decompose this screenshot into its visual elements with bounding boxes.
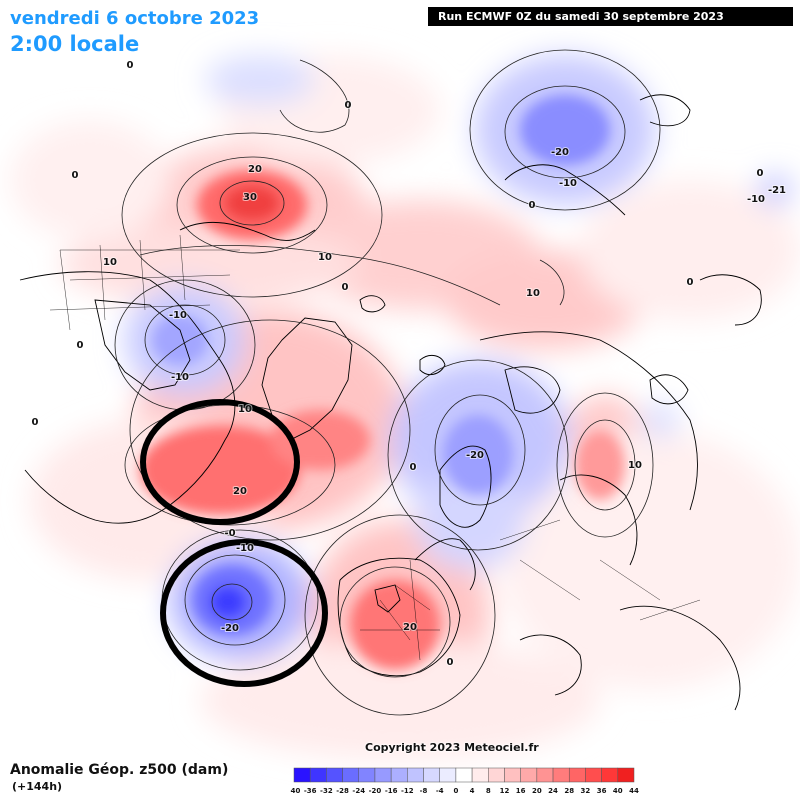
legend-tick: 16 [516,787,526,795]
legend-tick: 8 [486,787,491,795]
legend-swatch [390,767,408,783]
legend-tick: 4 [470,787,475,795]
contour-label: 20 [248,164,262,175]
contour-label: -20 [466,450,484,461]
contour-label: 10 [628,460,642,471]
legend-tick: -36 [304,787,317,795]
contour-label: 10 [238,404,252,415]
contour-label: 0 [72,170,79,181]
coastlines [19,94,762,711]
contour-label: 10 [318,252,332,263]
legend-swatch [536,767,554,783]
contour-label: 0 [345,100,352,111]
forecast-date: vendredi 6 octobre 2023 [10,8,260,29]
legend-swatch [585,767,602,783]
borders [49,234,701,661]
legend-tick: 12 [500,787,510,795]
contour-label: 0 [757,168,764,179]
legend-tick: 36 [597,787,607,795]
map-title: Anomalie Géop. z500 (dam) [10,762,229,778]
legend-tick: 32 [581,787,591,795]
legend-tick: 28 [564,787,574,795]
legend-swatch [423,767,440,783]
legend-tick: 0 [453,787,458,795]
legend-tick: -20 [369,787,382,795]
legend-swatch [407,767,424,783]
contour-label: -20 [221,623,239,634]
contour-label: 0 [32,417,39,428]
legend-tick: -12 [401,787,414,795]
contour-label: 20 [403,622,417,633]
contour-label: -21 [768,185,786,196]
legend-tick: 44 [629,787,639,795]
legend-tick: -4 [436,787,444,795]
contour-label: 0 [342,282,349,293]
highlight-circle-low [160,539,328,687]
legend-swatch [504,767,521,783]
contour-label: 0 [447,657,454,668]
legend-tick: -32 [320,787,333,795]
legend-swatch [617,767,635,783]
color-legend: -40-36-32-28-24-20-16-12-8-4048121620242… [290,767,639,795]
legend-swatch [520,767,538,783]
contour-label: -10 [747,194,765,205]
legend-swatch [374,767,392,783]
legend-tick: -16 [385,787,398,795]
legend-tick: 20 [532,787,542,795]
contour-label: 0 [529,200,536,211]
legend-swatch [358,767,376,783]
contour-label: -20 [551,147,569,158]
legend-swatch [455,767,473,783]
legend-swatch [552,767,570,783]
legend-tick: -28 [336,787,349,795]
legend-swatch [293,767,311,783]
contour-label: -0 [224,528,235,539]
contour-label: -10 [559,178,577,189]
anomaly-field [10,55,800,760]
legend-swatch [326,767,343,783]
copyright: Copyright 2023 Meteociel.fr [365,741,539,754]
lead-time: (+144h) [12,780,63,793]
contour-label: 0 [127,60,134,71]
highlight-circle-ridge [140,399,300,525]
legend-swatch [309,767,327,783]
contour-label: 0 [77,340,84,351]
contour-label: 0 [687,277,694,288]
contour-label: 0 [410,462,417,473]
contour-label: 30 [243,192,257,203]
legend-swatch [471,767,489,783]
legend-tick: -24 [352,787,365,795]
legend-swatch [488,767,505,783]
contour-label: -10 [171,372,189,383]
run-banner: Run ECMWF 0Z du samedi 30 septembre 2023 [428,7,793,26]
forecast-time: 2:00 locale [10,32,140,56]
contour-label: 10 [526,288,540,299]
legend-tick: 24 [548,787,558,795]
legend-swatch [342,767,360,783]
legend-tick: -8 [420,787,428,795]
legend-swatch [601,767,619,783]
contour-label: -10 [236,543,254,554]
contour-label: 20 [233,486,247,497]
legend-tick: 40 [613,787,623,795]
legend-swatch [439,767,457,783]
legend-swatch [568,767,586,783]
contour-label: 10 [103,257,117,268]
contour-label: -10 [169,310,187,321]
legend-tick: -40 [290,787,300,795]
highlight-circles [140,399,328,687]
